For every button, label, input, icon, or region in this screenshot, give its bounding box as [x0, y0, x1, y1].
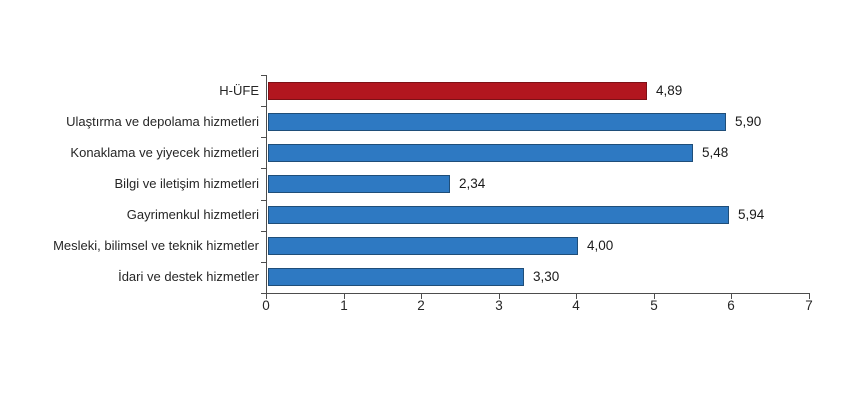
x-axis-tick-label: 1 — [340, 298, 348, 313]
category-label: Konaklama ve yiyecek hizmetleri — [70, 144, 259, 160]
y-axis-tick — [261, 168, 266, 169]
y-axis-tick — [261, 106, 266, 107]
bar — [268, 268, 524, 287]
x-axis-tick — [576, 294, 577, 299]
category-label: Bilgi ve iletişim hizmetleri — [114, 176, 259, 191]
x-axis-tick — [499, 294, 500, 299]
bar — [268, 237, 578, 256]
x-axis-tick — [266, 294, 267, 299]
value-label: 5,94 — [738, 207, 765, 223]
value-label: 4,00 — [587, 238, 614, 254]
value-label: 4,89 — [656, 82, 683, 98]
category-label: H-ÜFE — [219, 82, 259, 98]
bar — [268, 143, 693, 162]
bar — [268, 175, 450, 193]
x-axis-tick-label: 2 — [417, 298, 425, 313]
y-axis-tick — [261, 75, 266, 76]
category-label: Mesleki, bilimsel ve teknik hizmetler — [53, 238, 259, 254]
bar — [268, 112, 726, 131]
value-label: 3,30 — [533, 269, 560, 285]
category-label: Ulaştırma ve depolama hizmetleri — [66, 113, 259, 129]
y-axis-line — [266, 75, 267, 294]
y-axis-tick — [261, 200, 266, 201]
x-axis-tick — [731, 294, 732, 299]
bar-highlight — [268, 81, 647, 100]
y-axis-tick — [261, 262, 266, 263]
x-axis-tick — [421, 294, 422, 299]
x-axis-tick-label: 4 — [572, 298, 580, 313]
x-axis-tick-label: 7 — [805, 298, 813, 313]
x-axis-tick-label: 3 — [495, 298, 503, 313]
y-axis-tick — [261, 293, 266, 294]
value-label: 5,90 — [735, 113, 762, 129]
category-label: Gayrimenkul hizmetleri — [126, 207, 259, 223]
y-axis-tick — [261, 231, 266, 232]
x-axis-tick — [809, 294, 810, 299]
x-axis-tick-label: 6 — [727, 298, 735, 313]
x-axis-tick — [654, 294, 655, 299]
bar — [268, 206, 729, 225]
x-axis-tick-label: 5 — [650, 298, 658, 313]
x-axis-tick — [344, 294, 345, 299]
value-label: 2,34 — [459, 176, 486, 191]
x-axis-tick-label: 0 — [262, 298, 270, 313]
y-axis-tick — [261, 137, 266, 138]
x-axis-line — [266, 293, 810, 294]
category-label: İdari ve destek hizmetler — [118, 269, 259, 285]
value-label: 5,48 — [702, 144, 729, 160]
